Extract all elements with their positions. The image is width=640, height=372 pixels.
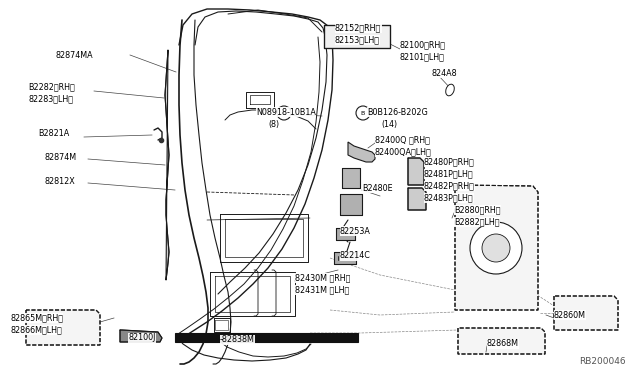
Polygon shape xyxy=(408,158,424,185)
Polygon shape xyxy=(120,330,162,342)
Text: 824A8: 824A8 xyxy=(432,68,458,77)
Text: 82100〈RH〉: 82100〈RH〉 xyxy=(400,41,446,49)
Text: 82253A: 82253A xyxy=(340,227,371,235)
Text: 82874MA: 82874MA xyxy=(55,51,93,60)
Text: N08918-10B1A: N08918-10B1A xyxy=(256,108,316,116)
Circle shape xyxy=(277,106,291,120)
Text: 82812X: 82812X xyxy=(44,176,75,186)
Text: 82101〈LH〉: 82101〈LH〉 xyxy=(400,52,445,61)
Text: B2480E: B2480E xyxy=(362,183,392,192)
Text: 82481P〈LH〉: 82481P〈LH〉 xyxy=(424,170,474,179)
Text: 82482P〈RH〉: 82482P〈RH〉 xyxy=(424,182,475,190)
Text: B2880〈RH〉: B2880〈RH〉 xyxy=(454,205,500,215)
Polygon shape xyxy=(408,188,426,210)
Text: (14): (14) xyxy=(381,119,397,128)
Polygon shape xyxy=(175,333,358,342)
Text: 82152〈RH〉: 82152〈RH〉 xyxy=(335,23,381,32)
Text: N: N xyxy=(282,110,286,115)
Text: B2821A: B2821A xyxy=(38,128,69,138)
Text: 82153〈LH〉: 82153〈LH〉 xyxy=(335,35,380,45)
Polygon shape xyxy=(165,50,169,280)
Text: B0B126-B202G: B0B126-B202G xyxy=(367,108,428,116)
Text: 82100J: 82100J xyxy=(128,334,156,343)
Text: 82283〈LH〉: 82283〈LH〉 xyxy=(28,94,73,103)
Polygon shape xyxy=(342,168,360,188)
Polygon shape xyxy=(458,328,545,354)
Text: 82865M〈RH〉: 82865M〈RH〉 xyxy=(10,314,63,323)
Circle shape xyxy=(470,222,522,274)
Polygon shape xyxy=(336,228,355,240)
Ellipse shape xyxy=(445,84,454,96)
Text: 82860M: 82860M xyxy=(554,311,586,320)
Text: 82400Q 〈RH〉: 82400Q 〈RH〉 xyxy=(375,135,430,144)
Text: 82480P〈RH〉: 82480P〈RH〉 xyxy=(424,157,475,167)
Text: B2882〈LH〉: B2882〈LH〉 xyxy=(454,218,499,227)
Text: B: B xyxy=(361,110,365,115)
Polygon shape xyxy=(26,310,100,345)
Text: (8): (8) xyxy=(268,119,279,128)
Text: B2282〈RH〉: B2282〈RH〉 xyxy=(28,83,75,92)
Text: 82874M: 82874M xyxy=(44,153,76,161)
Text: 82430M 〈RH〉: 82430M 〈RH〉 xyxy=(295,273,350,282)
Polygon shape xyxy=(334,252,356,264)
Polygon shape xyxy=(455,185,538,310)
Text: 82483P〈LH〉: 82483P〈LH〉 xyxy=(424,193,474,202)
Text: 82866M〈LH〉: 82866M〈LH〉 xyxy=(10,326,61,334)
Polygon shape xyxy=(340,194,362,215)
Text: -82838M: -82838M xyxy=(220,336,255,344)
Circle shape xyxy=(356,106,370,120)
Polygon shape xyxy=(324,25,390,48)
Polygon shape xyxy=(554,296,618,330)
Circle shape xyxy=(482,234,510,262)
Polygon shape xyxy=(348,142,375,162)
Text: 82431M 〈LH〉: 82431M 〈LH〉 xyxy=(295,285,349,295)
Text: 82400QA〈LH〉: 82400QA〈LH〉 xyxy=(375,148,432,157)
Text: 82868M: 82868M xyxy=(487,340,519,349)
Text: RB200046: RB200046 xyxy=(579,357,626,366)
Text: 82214C: 82214C xyxy=(340,251,371,260)
